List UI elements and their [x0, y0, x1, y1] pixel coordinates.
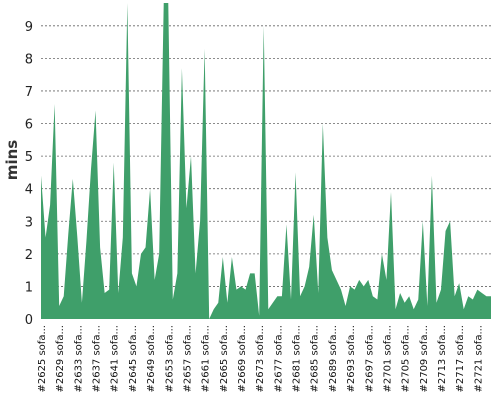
- x-tick-label: #2637 sofa...: [92, 325, 103, 393]
- x-tick-label: #2689 sofa...: [328, 325, 339, 393]
- x-tick-label: #2649 sofa...: [146, 325, 157, 393]
- x-tick-label: #2657 sofa...: [182, 325, 193, 393]
- x-tick-label: #2641 sofa...: [110, 325, 121, 393]
- x-tick-label: #2669 sofa...: [237, 325, 248, 393]
- y-tick-label: 7: [25, 85, 33, 100]
- x-tick-label: #2673 sofa...: [255, 325, 266, 393]
- area-series: [41, 3, 491, 319]
- x-tick-label: #2713 sofa...: [437, 325, 448, 393]
- y-tick-label: 9: [25, 20, 33, 35]
- x-tick-label: #2645 sofa...: [128, 325, 139, 393]
- x-tick-label: #2677 sofa...: [273, 325, 284, 393]
- x-tick-label: #2685 sofa...: [310, 325, 321, 393]
- x-tick-label: #2633 sofa...: [73, 325, 84, 393]
- x-tick-label: #2693 sofa...: [346, 325, 357, 393]
- y-tick-label: 4: [25, 183, 33, 198]
- y-tick-label: 0: [25, 313, 33, 328]
- y-axis-ticks: 0 1 2 3 4 5 6 7 8 9: [25, 20, 33, 328]
- y-tick-label: 6: [25, 118, 33, 133]
- x-axis-ticks: #2625 sofa... #2629 sofa... #2633 sofa... #…: [37, 325, 484, 393]
- y-tick-label: 5: [25, 150, 33, 165]
- x-tick-label: #2709 sofa...: [419, 325, 430, 393]
- x-tick-label: #2697 sofa...: [364, 325, 375, 393]
- x-tick-label: #2661 sofa...: [201, 325, 212, 393]
- x-tick-label: #2717 sofa...: [455, 325, 466, 393]
- y-tick-label: 1: [25, 280, 33, 295]
- x-tick-label: #2701 sofa...: [382, 325, 393, 393]
- x-tick-label: #2629 sofa...: [55, 325, 66, 393]
- x-tick-label: #2681 sofa...: [292, 325, 303, 393]
- x-tick-label: #2665 sofa...: [219, 325, 230, 393]
- y-axis-label: mins: [3, 140, 21, 180]
- x-tick-label: #2653 sofa...: [164, 325, 175, 393]
- x-tick-label: #2705 sofa...: [401, 325, 412, 393]
- y-tick-label: 8: [25, 52, 33, 67]
- y-tick-label: 2: [25, 248, 33, 263]
- y-tick-label: 3: [25, 215, 33, 230]
- x-tick-label: #2721 sofa...: [473, 325, 484, 393]
- x-tick-label: #2625 sofa...: [37, 325, 48, 393]
